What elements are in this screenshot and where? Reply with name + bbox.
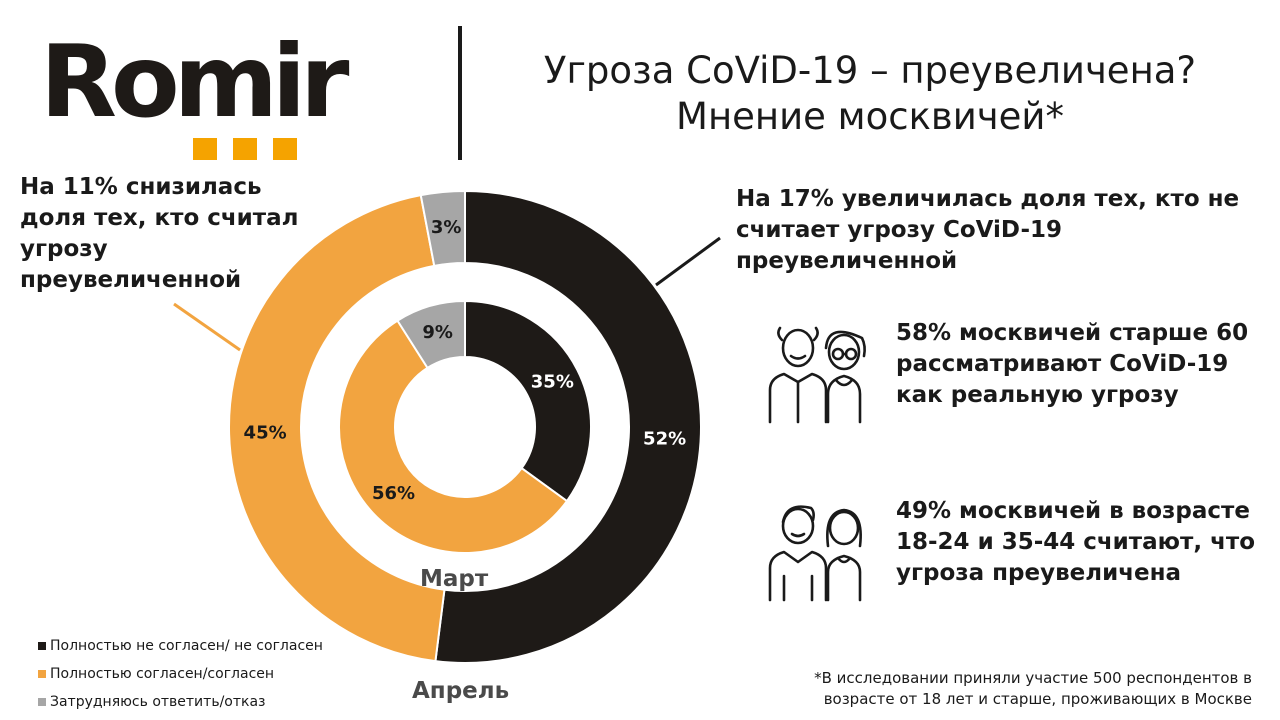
slice-label-inner-agree: 56% [372, 483, 415, 504]
stat-elderly-text: 58% москвичей старше 60 рассматривают Co… [896, 320, 1249, 408]
legend-label-disagree: Полностью не согласен/ не согласен [50, 638, 323, 654]
slice-label-outer-disagree: 52% [643, 429, 686, 450]
legend-label-agree: Полностью согласен/согласен [50, 666, 275, 682]
donut-slice-inner-disagree [464, 299, 592, 503]
slice-label-outer-agree: 45% [244, 422, 287, 443]
legend-item-unsure: Затрудняюсь ответить/отказ [38, 688, 323, 716]
legend-swatch-agree [38, 670, 46, 678]
stat-young-text: 49% москвичей в возрасте 18-24 и 35-44 с… [896, 498, 1256, 586]
logo-dot [233, 138, 257, 160]
logo-text: Romir [40, 23, 349, 140]
legend-item-disagree: Полностью не согласен/ не согласен [38, 632, 323, 660]
title-line-2: Мнение москвичей* [676, 95, 1064, 138]
stat-elderly: 58% москвичей старше 60 рассматривают Co… [760, 318, 1260, 428]
series-label-march: Март [420, 566, 489, 592]
donut-slice-outer-disagree [434, 189, 702, 664]
annotation-right-leader [655, 236, 721, 287]
legend-swatch-disagree [38, 642, 46, 650]
young-couple-icon [768, 505, 862, 602]
donut-slice-labels: 35% 56% 9% 52% 45% 3% [244, 217, 687, 504]
donut-slice-outer-agree [228, 194, 446, 663]
slice-label-outer-unsure: 3% [431, 217, 462, 238]
donut-rings [228, 189, 702, 664]
donut-slice-outer-unsure [419, 189, 466, 268]
legend-swatch-unsure [38, 698, 46, 706]
logo-dot [193, 138, 217, 160]
annotation-right: На 17% увеличилась доля тех, кто не счит… [736, 186, 1240, 274]
page-title: Угроза CoViD-19 – преувеличена? Мнение м… [480, 48, 1260, 140]
footnote: *В исследовании приняли участие 500 респ… [814, 669, 1252, 708]
header-divider [458, 26, 462, 160]
slice-label-inner-disagree: 35% [531, 372, 574, 393]
elderly-couple-icon [768, 326, 866, 424]
annotation-left-leader [173, 302, 241, 352]
series-label-april: Апрель [412, 678, 510, 704]
slice-label-inner-unsure: 9% [422, 322, 453, 343]
legend-item-agree: Полностью согласен/согласен [38, 660, 323, 688]
stat-young: 49% москвичей в возрасте 18-24 и 35-44 с… [760, 496, 1260, 606]
logo-dot [273, 138, 297, 160]
title-line-1: Угроза CoViD-19 – преувеличена? [543, 49, 1197, 92]
donut-slice-inner-agree [338, 319, 569, 554]
legend-label-unsure: Затрудняюсь ответить/отказ [50, 694, 266, 710]
donut-slice-inner-unsure [396, 299, 466, 370]
romir-logo: Romir [40, 32, 390, 162]
chart-legend: Полностью не согласен/ не согласен Полно… [38, 632, 323, 716]
annotation-left: На 11% снизилась доля тех, кто считал уг… [20, 174, 299, 293]
